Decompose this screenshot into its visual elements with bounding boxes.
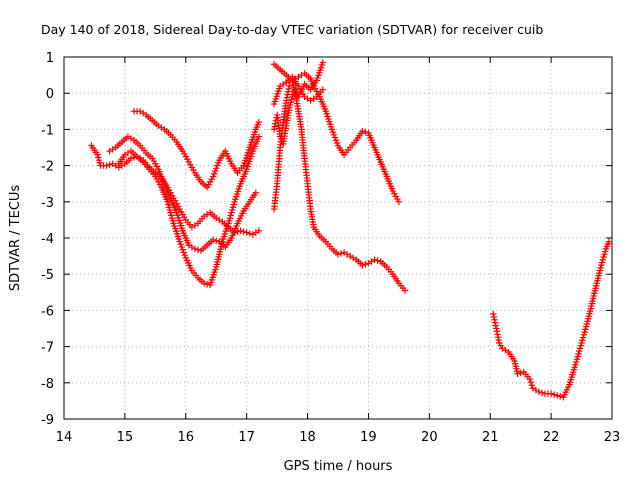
x-tick-label: 22 [543,430,560,445]
data-point-marker [319,86,326,93]
data-point-marker [374,257,381,264]
data-point-marker [270,126,278,133]
points-layer [88,59,613,401]
data-point-marker [547,390,555,397]
data-point-marker [535,388,543,396]
y-tick-label: -3 [41,196,54,211]
data-point-marker [283,97,290,104]
y-tick-label: -5 [41,268,54,283]
data-point-marker [240,228,247,235]
data-point-marker [495,336,502,344]
data-point-marker [527,378,535,386]
y-tick-label: -7 [41,341,54,356]
data-point-marker [319,59,326,66]
y-tick-label: -2 [41,160,54,175]
data-point-marker [395,198,403,205]
x-tick-label: 19 [360,430,377,445]
y-tick-label: -4 [41,232,54,247]
data-point-marker [605,238,613,245]
grid-layer [64,57,612,419]
data-point-marker [243,229,250,236]
x-tick-label: 18 [299,430,316,445]
data-point-marker [237,227,244,234]
y-tick-label: -1 [41,123,54,138]
y-tick-label: -6 [41,304,54,319]
data-point-marker [127,155,135,162]
data-point-marker [359,128,366,135]
x-tick-label: 14 [56,430,73,445]
data-point-marker [490,310,497,318]
data-point-marker [200,280,208,287]
data-point-marker [491,316,498,324]
data-point-marker [526,375,533,383]
ticks-layer: 14 15 16 17 18 19 20 21 22 23 1 0 -1 -2 -3 -4 -5 -6 -7 -8 -9 [41,51,620,445]
data-point-marker [557,393,564,400]
data-point-marker [191,245,199,253]
series-track-i [490,238,613,401]
data-point-marker [255,118,263,126]
data-point-marker [493,325,500,332]
data-point-marker [209,236,217,244]
data-point-marker [286,82,293,90]
data-point-marker [494,333,502,341]
x-axis-label: GPS time / hours [284,459,393,474]
series-track-g [270,59,326,148]
series-track-c [115,133,263,289]
data-point-marker [271,123,278,130]
data-point-marker [493,328,501,335]
data-point-marker [252,189,259,196]
series-track-b [106,133,259,254]
data-point-marker [283,94,291,101]
series-track-e [270,61,403,205]
data-point-marker [517,369,524,377]
data-point-marker [528,382,536,389]
y-tick-label: -9 [41,413,54,428]
x-tick-label: 17 [238,430,255,445]
data-point-marker [491,319,499,326]
data-point-marker [362,261,369,268]
chart-title: Day 140 of 2018, Sidereal Day-to-day VTE… [41,22,543,37]
data-point-marker [255,227,263,234]
x-tick-label: 23 [604,430,621,445]
data-point-marker [213,237,220,244]
data-point-marker [538,389,546,396]
data-point-marker [492,322,499,329]
data-point-marker [554,392,561,399]
data-point-marker [490,313,498,321]
data-point-marker [246,230,253,237]
data-point-marker [334,251,342,258]
y-axis-label: SDTVAR / TECUs [8,185,23,292]
data-point-marker [362,128,369,136]
data-point-marker [359,261,366,269]
data-point-marker [514,370,521,377]
series-track-h [270,73,326,108]
data-point-marker [337,250,345,257]
series-track-d [130,108,263,191]
x-tick-label: 21 [482,430,499,445]
data-point-marker [401,287,409,294]
data-point-marker [371,256,378,263]
data-point-marker [550,391,558,398]
data-point-marker [284,88,292,95]
y-tick-label: 1 [46,51,54,66]
data-point-marker [106,161,113,168]
data-point-marker [255,133,263,140]
x-tick-label: 16 [178,430,195,445]
data-point-marker [494,331,501,338]
y-tick-label: 0 [46,87,54,102]
y-tick-label: -8 [41,377,54,392]
data-point-marker [234,228,241,235]
data-point-marker [194,246,202,253]
data-point-marker [103,162,110,169]
data-point-marker [285,85,292,93]
x-tick-label: 20 [421,430,438,445]
x-tick-label: 15 [117,430,134,445]
data-point-marker [203,280,211,288]
data-point-marker [284,91,291,98]
